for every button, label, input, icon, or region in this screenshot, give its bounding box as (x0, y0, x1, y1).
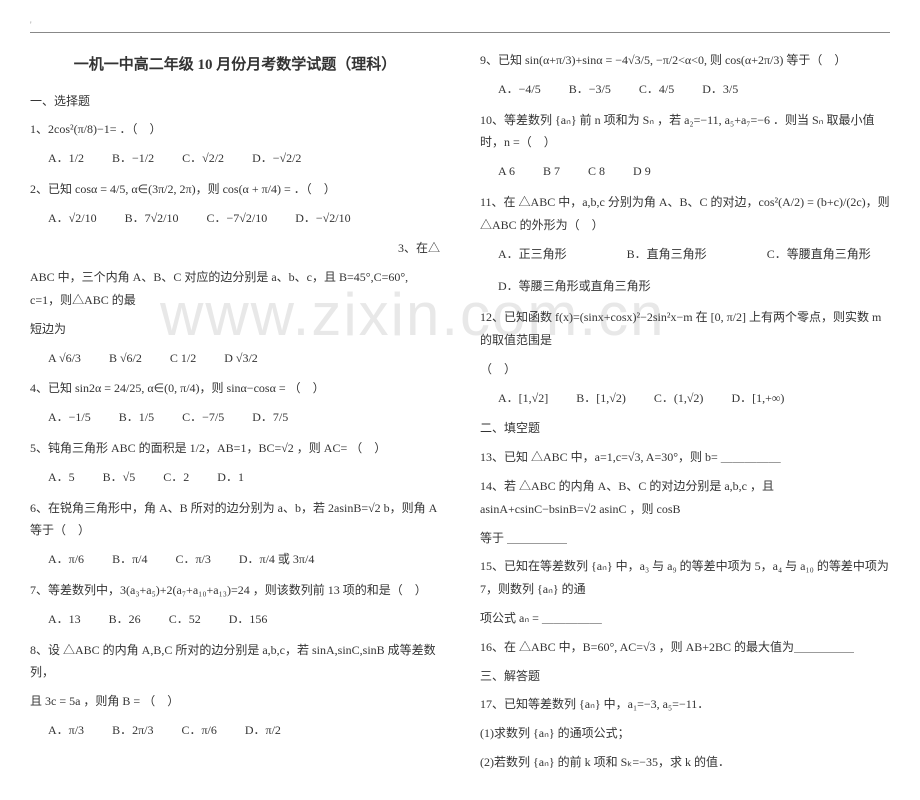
opt-1a: A．1/2 (48, 147, 84, 170)
question-7: 7、等差数列中，3(a₃+a₅)+2(a₇+a₁₀+a₁₃)=24 ，则该数列前… (30, 579, 440, 602)
question-16: 16、在 △ABC 中，B=60°, AC=√3 ，则 AB+2BC 的最大值为… (480, 636, 890, 659)
exam-title: 一机一中高二年级 10 月份月考数学试题（理科） (30, 51, 440, 80)
opt-7d: D．156 (229, 608, 268, 631)
question-12-options: A．[1,√2] B．[1,√2) C．(1,√2) D．[1,+∞) (498, 387, 890, 410)
opt-10a: A 6 (498, 160, 515, 183)
opt-1b: B．−1/2 (112, 147, 154, 170)
opt-6c: C．π/3 (175, 548, 210, 571)
opt-12b: B．[1,√2) (576, 387, 626, 410)
opt-4d: D．7/5 (252, 406, 288, 429)
opt-7c: C．52 (169, 608, 201, 631)
opt-12c: C．(1,√2) (654, 387, 704, 410)
question-3-line2: 短边为 (30, 318, 440, 341)
question-12: 12、已知函数 f(x)=(sinx+cosx)²−2sin²x−m 在 [0,… (480, 306, 890, 352)
opt-6b: B．π/4 (112, 548, 147, 571)
question-1-options: A．1/2 B．−1/2 C．√2/2 D．−√2/2 (48, 147, 440, 170)
opt-3a: A √6/3 (48, 347, 81, 370)
opt-9c: C．4/5 (639, 78, 674, 101)
opt-4a: A．−1/5 (48, 406, 91, 429)
question-8-options: A．π/3 B．2π/3 C．π/6 D．π/2 (48, 719, 440, 742)
question-11-options: A．正三角形 B．直角三角形 C．等腰直角三角形 D．等腰三角形或直角三角形 (498, 243, 890, 299)
opt-9d: D．3/5 (702, 78, 738, 101)
question-15-line2: 项公式 aₙ = ＿＿＿＿＿ (480, 607, 890, 630)
question-9: 9、已知 sin(α+π/3)+sinα = −4√3/5, −π/2<α<0,… (480, 49, 890, 72)
opt-8c: C．π/6 (181, 719, 216, 742)
opt-10c: C 8 (588, 160, 605, 183)
opt-1c: C．√2/2 (182, 147, 224, 170)
question-17: 17、已知等差数列 {aₙ} 中，a₁=−3, a₅=−11． (480, 693, 890, 716)
top-mark: ' (30, 20, 890, 30)
opt-4b: B．1/5 (119, 406, 154, 429)
section-2-heading: 二、填空题 (480, 417, 890, 440)
question-8-line1: 8、设 △ABC 的内角 A,B,C 所对的边分别是 a,b,c，若 sinA,… (30, 639, 440, 685)
opt-3c: C 1/2 (170, 347, 196, 370)
section-3-heading: 三、解答题 (480, 665, 890, 688)
opt-11a: A．正三角形 (498, 243, 567, 266)
question-10: 10、等差数列 {aₙ} 前 n 项和为 Sₙ ，若 a₂=−11, a₅+a₇… (480, 109, 890, 155)
question-1: 1、2cos²(π/8)−1= ．（ ） (30, 118, 440, 141)
question-3-options: A √6/3 B √6/2 C 1/2 D √3/2 (48, 347, 440, 370)
question-6: 6、在锐角三角形中，角 A、B 所对的边分别为 a、b，若 2asinB=√2 … (30, 497, 440, 543)
opt-5b: B．√5 (103, 466, 136, 489)
opt-6a: A．π/6 (48, 548, 84, 571)
question-3-lead: 3、在△ (30, 237, 440, 260)
section-1-heading: 一、选择题 (30, 90, 440, 113)
opt-1d: D．−√2/2 (252, 147, 301, 170)
opt-12d: D．[1,+∞) (731, 387, 784, 410)
question-14-line2: 等于 ＿＿＿＿＿ (480, 527, 890, 550)
opt-8d: D．π/2 (245, 719, 281, 742)
question-17-part2: (2)若数列 {aₙ} 的前 k 项和 Sₖ=−35，求 k 的值． (480, 751, 890, 774)
question-5-options: A．5 B．√5 C．2 D．1 (48, 466, 440, 489)
page-container: 一机一中高二年级 10 月份月考数学试题（理科） 一、选择题 1、2cos²(π… (30, 32, 890, 780)
opt-2d: D．−√2/10 (295, 207, 350, 230)
opt-2a: A．√2/10 (48, 207, 97, 230)
question-11: 11、在 △ABC 中，a,b,c 分别为角 A、B、C 的对边，cos²(A/… (480, 191, 890, 237)
question-5: 5、钝角三角形 ABC 的面积是 1/2，AB=1，BC=√2 ，则 AC= （… (30, 437, 440, 460)
question-14-line1: 14、若 △ABC 的内角 A、B、C 的对边分别是 a,b,c ，且 asin… (480, 475, 890, 521)
right-column: 9、已知 sin(α+π/3)+sinα = −4√3/5, −π/2<α<0,… (480, 43, 890, 780)
opt-5a: A．5 (48, 466, 75, 489)
opt-9b: B．−3/5 (569, 78, 611, 101)
question-12-paren: （ ） (480, 358, 890, 381)
opt-4c: C．−7/5 (182, 406, 224, 429)
opt-9a: A．−4/5 (498, 78, 541, 101)
opt-10d: D 9 (633, 160, 651, 183)
opt-3b: B √6/2 (109, 347, 142, 370)
opt-5c: C．2 (163, 466, 189, 489)
question-4-options: A．−1/5 B．1/5 C．−7/5 D．7/5 (48, 406, 440, 429)
opt-6d: D．π/4 或 3π/4 (239, 548, 314, 571)
question-15-line1: 15、已知在等差数列 {aₙ} 中，a₃ 与 a₉ 的等差中项为 5，a₄ 与 … (480, 555, 890, 601)
question-2-options: A．√2/10 B．7√2/10 C．−7√2/10 D．−√2/10 (48, 207, 440, 230)
opt-8b: B．2π/3 (112, 719, 153, 742)
question-9-options: A．−4/5 B．−3/5 C．4/5 D．3/5 (498, 78, 890, 101)
left-column: 一机一中高二年级 10 月份月考数学试题（理科） 一、选择题 1、2cos²(π… (30, 43, 440, 780)
opt-7b: B．26 (109, 608, 141, 631)
opt-3d: D √3/2 (224, 347, 258, 370)
question-3-line1: ABC 中，三个内角 A、B、C 对应的边分别是 a、b、c，且 B=45°,C… (30, 266, 440, 312)
opt-8a: A．π/3 (48, 719, 84, 742)
opt-11d: D．等腰三角形或直角三角形 (498, 275, 651, 298)
opt-12a: A．[1,√2] (498, 387, 548, 410)
question-6-options: A．π/6 B．π/4 C．π/3 D．π/4 或 3π/4 (48, 548, 440, 571)
question-8-line2: 且 3c = 5a ，则角 B = （ ） (30, 690, 440, 713)
question-10-options: A 6 B 7 C 8 D 9 (498, 160, 890, 183)
opt-11b: B．直角三角形 (627, 243, 707, 266)
question-17-part1: (1)求数列 {aₙ} 的通项公式； (480, 722, 890, 745)
question-7-options: A．13 B．26 C．52 D．156 (48, 608, 440, 631)
opt-2b: B．7√2/10 (125, 207, 179, 230)
opt-11c: C．等腰直角三角形 (767, 243, 871, 266)
opt-2c: C．−7√2/10 (207, 207, 268, 230)
opt-10b: B 7 (543, 160, 560, 183)
question-4: 4、已知 sin2α = 24/25, α∈(0, π/4)，则 sinα−co… (30, 377, 440, 400)
question-2: 2、已知 cosα = 4/5, α∈(3π/2, 2π)，则 cos(α + … (30, 178, 440, 201)
question-13: 13、已知 △ABC 中，a=1,c=√3, A=30°，则 b= ＿＿＿＿＿ (480, 446, 890, 469)
opt-5d: D．1 (217, 466, 244, 489)
opt-7a: A．13 (48, 608, 81, 631)
